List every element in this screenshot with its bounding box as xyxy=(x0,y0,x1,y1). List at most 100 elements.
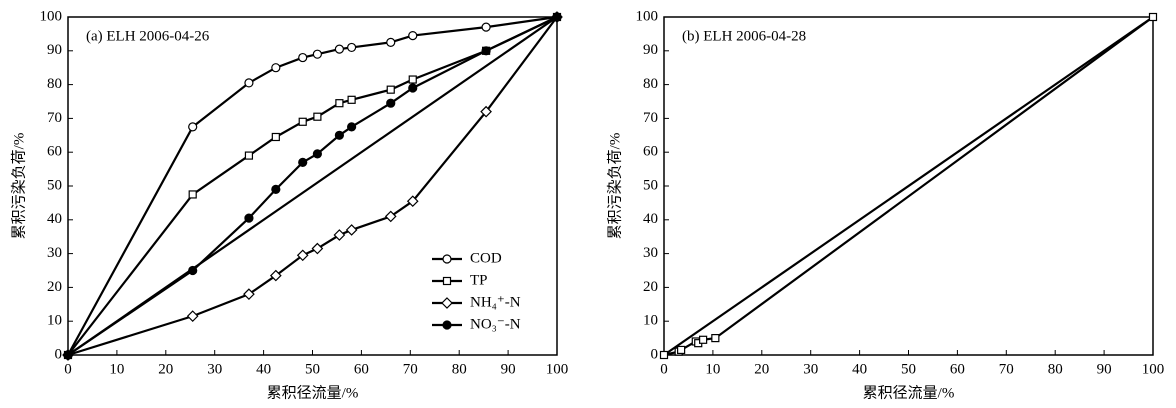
marker xyxy=(711,334,720,343)
marker xyxy=(386,98,396,108)
marker xyxy=(333,229,346,241)
y-tick-label: 70 xyxy=(643,110,658,126)
y-tick-label: 70 xyxy=(47,110,62,126)
marker xyxy=(334,44,344,54)
marker xyxy=(271,132,280,142)
x-tick-label: 90 xyxy=(1097,361,1112,377)
x-tick-label: 50 xyxy=(305,361,320,377)
marker xyxy=(269,269,282,282)
marker xyxy=(335,99,344,108)
marker xyxy=(298,52,308,63)
marker xyxy=(386,85,395,94)
marker xyxy=(311,242,324,255)
marker xyxy=(244,213,254,223)
x-tick-label: 50 xyxy=(901,361,916,377)
marker xyxy=(481,22,491,32)
marker xyxy=(677,345,686,355)
x-tick-label: 10 xyxy=(705,361,720,377)
x-tick-label: 40 xyxy=(256,361,271,377)
x-tick-label: 10 xyxy=(109,361,124,377)
marker xyxy=(271,63,281,73)
x-tick-label: 100 xyxy=(546,361,569,377)
legend-marker xyxy=(442,254,452,264)
y-tick-label: 30 xyxy=(47,245,62,261)
y-tick-label: 90 xyxy=(643,42,658,58)
y-tick-label: 90 xyxy=(47,42,62,58)
marker xyxy=(244,151,254,160)
x-axis-label: 累积径流量/% xyxy=(267,384,359,401)
x-tick-label: 60 xyxy=(950,361,965,377)
x-tick-label: 100 xyxy=(1142,361,1165,377)
marker xyxy=(298,117,307,126)
x-tick-label: 90 xyxy=(501,361,516,377)
marker xyxy=(699,335,708,344)
marker xyxy=(296,249,309,262)
reference-line xyxy=(663,16,1154,356)
marker xyxy=(188,265,198,276)
x-tick-label: 60 xyxy=(354,361,369,377)
x-tick-label: 40 xyxy=(852,361,867,377)
y-axis-label: 累积污染负荷/% xyxy=(606,133,623,240)
legend-label: TP xyxy=(470,272,488,288)
x-tick-label: 20 xyxy=(158,361,173,377)
y-tick-label: 10 xyxy=(643,313,658,329)
y-tick-label: 40 xyxy=(47,211,62,227)
y-tick-label: 50 xyxy=(643,177,658,193)
series-line xyxy=(67,16,558,357)
x-tick-label: 80 xyxy=(452,361,467,377)
x-tick-label: 0 xyxy=(660,361,668,377)
marker xyxy=(481,46,491,56)
legend-marker xyxy=(442,276,452,286)
marker xyxy=(386,37,396,47)
series-line xyxy=(67,15,558,356)
y-tick-label: 0 xyxy=(55,346,63,362)
y-tick-label: 0 xyxy=(651,346,659,362)
y-tick-label: 20 xyxy=(47,279,62,295)
marker xyxy=(63,350,73,360)
y-tick-label: 100 xyxy=(636,8,659,24)
x-tick-label: 80 xyxy=(1048,361,1063,377)
legend-label: NH₄⁺-N xyxy=(470,294,521,310)
x-tick-label: 30 xyxy=(207,361,222,377)
marker xyxy=(408,30,418,41)
y-tick-label: 80 xyxy=(643,76,658,92)
marker xyxy=(347,95,356,104)
marker xyxy=(345,224,358,236)
marker xyxy=(347,122,357,132)
series-line xyxy=(67,16,558,356)
marker xyxy=(271,184,281,194)
y-tick-label: 100 xyxy=(40,8,63,24)
marker xyxy=(659,350,669,360)
marker xyxy=(408,75,417,84)
x-tick-label: 20 xyxy=(754,361,769,377)
y-tick-label: 80 xyxy=(47,76,62,92)
y-axis-label: 累积污染负荷/% xyxy=(10,133,27,240)
marker xyxy=(244,78,254,88)
marker xyxy=(312,49,322,59)
marker xyxy=(298,157,308,167)
x-tick-label: 70 xyxy=(999,361,1014,377)
legend-marker xyxy=(441,297,453,309)
marker xyxy=(552,12,562,22)
marker xyxy=(188,122,198,132)
marker xyxy=(313,112,322,121)
marker xyxy=(312,149,322,159)
y-tick-label: 40 xyxy=(643,211,658,227)
marker xyxy=(480,105,492,118)
y-tick-label: 60 xyxy=(643,144,658,160)
legend-label: NO₃⁻-N xyxy=(470,316,521,332)
legend-label: COD xyxy=(470,250,502,266)
y-tick-label: 10 xyxy=(47,313,62,329)
marker xyxy=(384,210,397,223)
marker xyxy=(347,42,357,53)
marker xyxy=(243,288,255,301)
chart-title: (a) ELH 2006-04-26 xyxy=(86,28,210,44)
y-tick-label: 30 xyxy=(643,245,658,261)
marker xyxy=(408,83,418,93)
series-line xyxy=(67,16,558,356)
x-tick-label: 70 xyxy=(403,361,418,377)
legend-marker xyxy=(442,320,452,330)
x-tick-label: 0 xyxy=(64,361,72,377)
